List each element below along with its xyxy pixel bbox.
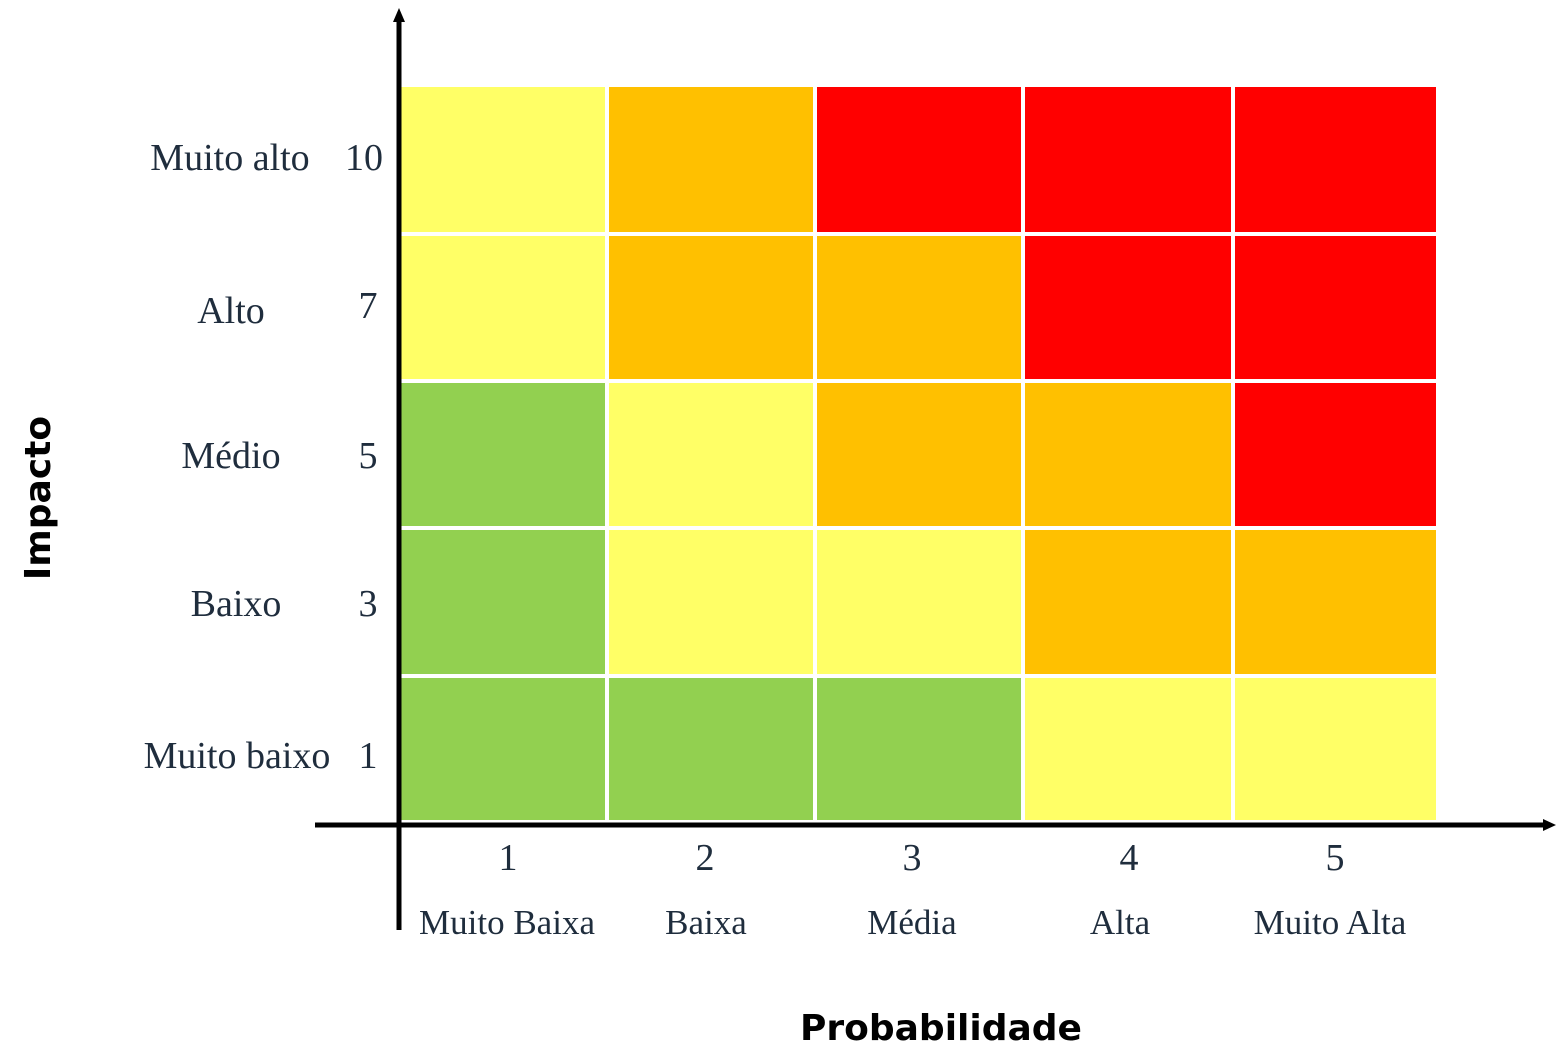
x-category-label: Média [867,903,957,942]
x-tick-label: 5 [1326,837,1345,879]
cell-impact-1-prob-1 [401,678,605,820]
x-axis-title: Probabilidade [800,1008,1082,1044]
cell-impact-3-prob-1 [401,530,605,674]
cell-impact-10-prob-5 [1235,87,1436,232]
cell-impact-5-prob-2 [609,383,813,526]
cell-impact-1-prob-4 [1025,678,1231,820]
y-category-label: Alto [197,290,265,332]
cell-impact-3-prob-4 [1025,530,1231,674]
cell-impact-7-prob-3 [817,236,1021,379]
y-axis-arrow [393,8,405,22]
x-tick-label: 4 [1120,837,1139,879]
y-category-label: Médio [181,435,280,477]
cell-impact-1-prob-3 [817,678,1021,820]
cell-impact-3-prob-3 [817,530,1021,674]
x-axis-labels: 1 Muito Baixa 2 Baixa 3 Média 4 Alta 5 Muito Alta [419,837,1407,942]
x-category-label: Muito Alta [1254,903,1407,942]
y-axis-labels: Muito alto 10 Alto 7 Médio 5 Baixo 3 Muito baixo… [144,137,383,777]
y-category-label: Muito baixo [144,735,331,777]
cell-impact-1-prob-5 [1235,678,1436,820]
cell-impact-7-prob-1 [401,236,605,379]
cell-impact-1-prob-2 [609,678,813,820]
y-axis-title: Impacto [18,416,59,580]
cell-impact-7-prob-4 [1025,236,1231,379]
x-tick-label: 1 [499,837,518,879]
cell-impact-10-prob-4 [1025,87,1231,232]
matrix-cells [401,87,1436,820]
cell-impact-5-prob-1 [401,383,605,526]
cell-impact-7-prob-2 [609,236,813,379]
cell-impact-3-prob-5 [1235,530,1436,674]
x-tick-label: 2 [696,837,715,879]
y-tick-label: 5 [359,435,378,477]
cell-impact-10-prob-2 [609,87,813,232]
y-tick-label: 10 [345,137,383,179]
x-category-label: Alta [1090,903,1151,942]
cell-impact-7-prob-5 [1235,236,1436,379]
cell-impact-5-prob-5 [1235,383,1436,526]
x-category-label: Muito Baixa [419,903,595,942]
y-category-label: Baixo [191,583,282,625]
cell-impact-3-prob-2 [609,530,813,674]
x-axis-arrow [1543,819,1556,831]
y-tick-label: 1 [359,735,378,777]
y-tick-label: 3 [359,583,378,625]
x-tick-label: 3 [903,837,922,879]
cell-impact-5-prob-4 [1025,383,1231,526]
cell-impact-10-prob-1 [401,87,605,232]
cell-impact-5-prob-3 [817,383,1021,526]
y-tick-label: 7 [359,285,378,327]
y-category-label: Muito alto [150,137,309,179]
cell-impact-10-prob-3 [817,87,1021,232]
x-category-label: Baixa [665,903,747,942]
